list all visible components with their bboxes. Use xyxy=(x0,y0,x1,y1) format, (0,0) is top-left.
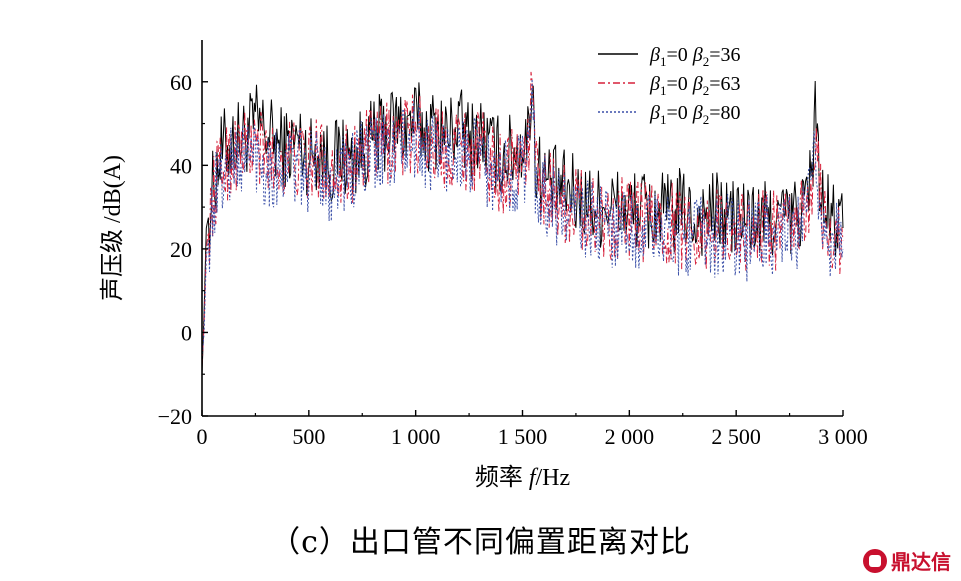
chart: 0 500 1 000 1 500 2 000 2 500 3 000−200204060 … xyxy=(99,40,868,491)
watermark-text: 鼎达信 xyxy=(891,550,951,574)
x-tick-label: 1 000 xyxy=(391,424,441,449)
x-tick-label: 0 xyxy=(197,424,208,449)
y-tick-label: −20 xyxy=(158,404,192,429)
x-tick-label: 1 500 xyxy=(498,424,548,449)
x-tick-label: 500 xyxy=(292,424,325,449)
y-tick-label: 40 xyxy=(170,153,192,178)
y-tick-label: 0 xyxy=(181,320,192,345)
legend-label-2: β1=0 β2=63 xyxy=(649,73,741,98)
legend: β1=0 β2=36 β1=0 β2=63 β1=0 β2=80 xyxy=(598,44,741,127)
y-axis-title: 声压级 /dB(A) xyxy=(99,155,126,301)
figure-caption: （c）出口管不同偏置距离对比 xyxy=(270,525,691,560)
legend-label-3: β1=0 β2=80 xyxy=(649,102,741,127)
series-line-1 xyxy=(201,80,844,375)
x-tick-label: 2 000 xyxy=(605,424,655,449)
y-tick-label: 60 xyxy=(170,70,192,95)
watermark-logo-icon xyxy=(863,548,887,573)
x-tick-label: 2 500 xyxy=(711,424,761,449)
series-line-3 xyxy=(201,79,844,358)
plot-series xyxy=(201,71,844,375)
watermark: 鼎达信 xyxy=(863,546,951,575)
x-axis-title: 频率 f/Hz xyxy=(475,464,570,491)
axis-titles: 频率 f/Hz 声压级 /dB(A) xyxy=(99,155,570,491)
y-tick-label: 20 xyxy=(170,237,192,262)
legend-label-1: β1=0 β2=36 xyxy=(649,44,741,69)
x-tick-label: 3 000 xyxy=(818,424,868,449)
